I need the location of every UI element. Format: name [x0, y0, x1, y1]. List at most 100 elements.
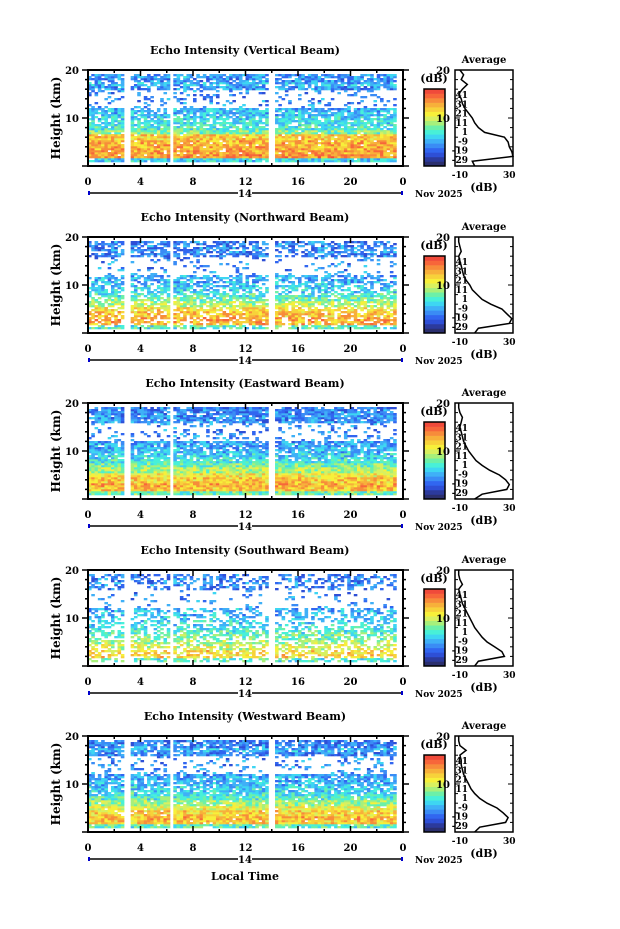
heatmap-cell — [334, 130, 338, 133]
heatmap-cell — [242, 84, 246, 87]
heatmap-cell — [255, 305, 259, 308]
heatmap-cell — [212, 255, 217, 258]
heatmap-cell — [130, 158, 135, 161]
heatmap-cell — [242, 122, 246, 125]
heatmap-cell — [248, 150, 253, 153]
heatmap-cell — [314, 140, 318, 143]
heatmap-cell — [343, 299, 348, 302]
heatmap-cell — [366, 82, 371, 85]
heatmap-cell — [373, 160, 378, 163]
heatmap-cell — [97, 303, 102, 306]
heatmap-cell — [248, 110, 253, 113]
heatmap-cell — [101, 122, 105, 125]
heatmap-cell — [209, 110, 213, 113]
heatmap-cell — [222, 138, 227, 141]
heatmap-cell — [179, 259, 184, 262]
heatmap-cell — [232, 100, 236, 103]
heatmap-cell — [88, 277, 92, 280]
heatmap-cell — [330, 279, 335, 282]
heatmap-cell — [130, 243, 135, 246]
heatmap-cell — [314, 297, 318, 300]
heatmap-cell — [114, 98, 118, 101]
heatmap-cell — [130, 283, 135, 286]
heatmap-cell — [166, 80, 171, 83]
heatmap-cell — [189, 130, 194, 133]
heatmap-cell — [101, 287, 105, 290]
heatmap-cell — [343, 283, 348, 286]
heatmap-cell — [156, 275, 161, 278]
heatmap-cell — [317, 315, 322, 318]
heatmap-cell — [324, 156, 328, 159]
heatmap-cell — [166, 154, 171, 157]
heatmap-cell — [163, 140, 168, 143]
heatmap-cell — [173, 325, 177, 328]
heatmap-cell — [143, 156, 148, 159]
heatmap-cell — [265, 158, 269, 161]
heatmap-cell — [311, 160, 315, 163]
heatmap-cell — [101, 146, 105, 149]
heatmap-cell — [137, 295, 141, 298]
heatmap-cell — [212, 154, 217, 157]
heatmap-cell — [327, 86, 332, 89]
heatmap-cell — [314, 132, 318, 135]
heatmap-cell — [173, 142, 177, 145]
heatmap-cell — [370, 132, 374, 135]
heatmap-cell — [166, 317, 171, 320]
heatmap-cell — [317, 309, 322, 312]
heatmap-cell — [97, 144, 102, 147]
heatmap-cell — [389, 150, 394, 153]
heatmap-cell — [291, 118, 296, 121]
heatmap-cell — [353, 136, 358, 139]
heatmap-cell — [229, 283, 233, 286]
heatmap-cell — [153, 313, 158, 316]
heatmap-cell — [235, 271, 240, 274]
heatmap-cell — [294, 317, 299, 320]
heatmap-cell — [252, 321, 256, 324]
heatmap-cell — [137, 130, 141, 133]
heatmap-cell — [176, 257, 181, 260]
heatmap-cell — [334, 114, 338, 117]
heatmap-cell — [110, 245, 115, 248]
heatmap-cell — [202, 255, 207, 258]
heatmap-cell — [258, 112, 263, 115]
heatmap-cell — [88, 86, 92, 89]
heatmap-cell — [215, 152, 220, 155]
heatmap-cell — [206, 140, 210, 143]
heatmap-cell — [252, 257, 256, 260]
heatmap-cell — [334, 82, 338, 85]
heatmap-cell — [376, 114, 381, 117]
heatmap-cell — [383, 156, 387, 159]
heatmap-cell — [327, 303, 332, 306]
heatmap-cell — [212, 76, 217, 79]
heatmap-cell — [94, 76, 99, 79]
heatmap-cell — [347, 287, 351, 290]
heatmap-cell — [143, 98, 148, 101]
heatmap-cell — [320, 144, 325, 147]
heatmap-cell — [314, 76, 318, 79]
heatmap-cell — [314, 319, 318, 322]
heatmap-cell — [219, 315, 223, 318]
heatmap-cell — [275, 152, 279, 155]
heatmap-cell — [114, 136, 118, 139]
heatmap-cell — [320, 160, 325, 163]
heatmap-cell — [117, 299, 122, 302]
heatmap-cell — [311, 76, 315, 79]
heatmap-cell — [91, 321, 95, 324]
heatmap-cell — [202, 98, 207, 101]
heatmap-cell — [189, 301, 194, 304]
heatmap-cell — [380, 74, 384, 77]
heatmap-cell — [347, 273, 351, 276]
heatmap-cell — [265, 142, 269, 145]
heatmap-cell — [343, 152, 348, 155]
heatmap-cell — [120, 90, 125, 93]
heatmap-cell — [173, 303, 177, 306]
heatmap-cell — [265, 305, 269, 308]
heatmap-cell — [88, 140, 92, 143]
heatmap-cell — [222, 251, 227, 254]
heatmap-cell — [261, 313, 266, 316]
heatmap-cell — [133, 112, 138, 115]
heatmap-cell — [179, 130, 184, 133]
heatmap-cell — [202, 287, 207, 290]
heatmap-cell — [248, 82, 253, 85]
heatmap-cell — [311, 114, 315, 117]
